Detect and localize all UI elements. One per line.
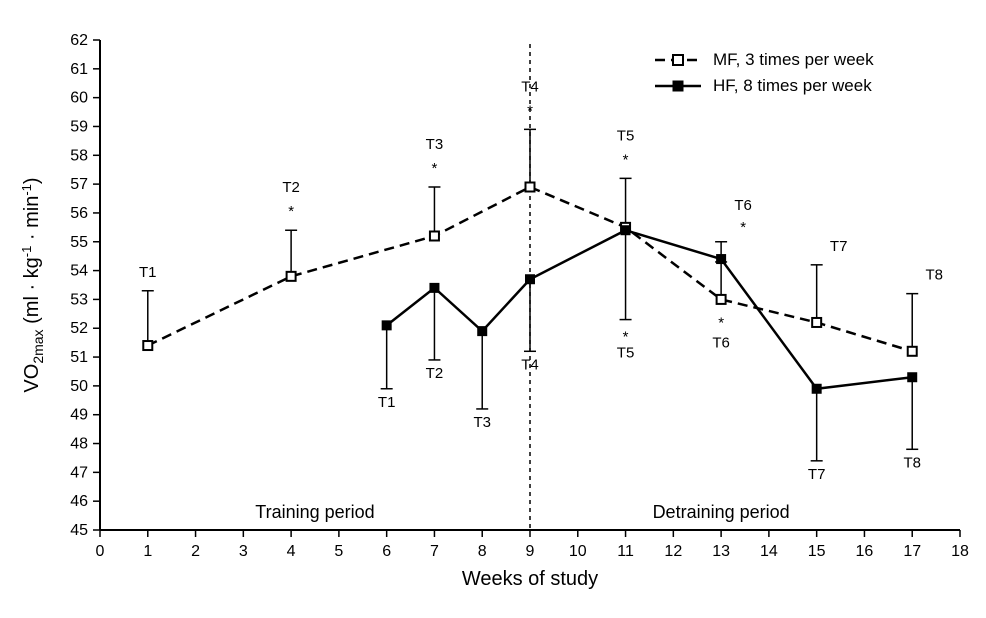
significance-star: * <box>740 219 746 236</box>
mf-marker <box>143 341 152 350</box>
hf-marker <box>812 384 821 393</box>
mf-marker <box>526 183 535 192</box>
y-tick-label: 51 <box>70 349 88 366</box>
x-tick-label: 0 <box>96 543 105 560</box>
x-tick-label: 2 <box>191 543 200 560</box>
y-tick-label: 53 <box>70 291 88 308</box>
mf-marker <box>717 295 726 304</box>
hf-marker <box>526 275 535 284</box>
point-tag: T7 <box>830 238 848 255</box>
legend-label: HF, 8 times per week <box>713 76 872 95</box>
y-tick-label: 57 <box>70 176 88 193</box>
x-tick-label: 3 <box>239 543 248 560</box>
legend-marker <box>673 55 683 65</box>
y-tick-label: 58 <box>70 147 88 164</box>
hf-marker <box>717 255 726 264</box>
x-tick-label: 7 <box>430 543 439 560</box>
x-tick-label: 8 <box>478 543 487 560</box>
x-axis-label: Weeks of study <box>462 568 598 590</box>
legend-label: MF, 3 times per week <box>713 50 874 69</box>
mf-marker <box>430 232 439 241</box>
training-period-label: Training period <box>255 502 374 522</box>
y-tick-label: 52 <box>70 320 88 337</box>
y-tick-label: 54 <box>70 263 88 280</box>
x-tick-label: 9 <box>526 543 535 560</box>
y-tick-label: 45 <box>70 522 88 539</box>
point-tag: T8 <box>925 267 943 284</box>
x-tick-label: 14 <box>760 543 778 560</box>
point-tag: T1 <box>378 394 396 411</box>
point-tag: T3 <box>426 136 444 153</box>
point-tag: T5 <box>617 127 635 144</box>
y-tick-label: 62 <box>70 32 88 49</box>
significance-star: * <box>718 314 724 331</box>
point-tag: T3 <box>473 414 491 431</box>
y-tick-label: 60 <box>70 90 88 107</box>
x-tick-label: 18 <box>951 543 969 560</box>
point-tag: T4 <box>521 78 539 95</box>
y-tick-label: 48 <box>70 436 88 453</box>
y-tick-label: 56 <box>70 205 88 222</box>
y-tick-label: 49 <box>70 407 88 424</box>
chart-svg: 0123456789101112131415161718454647484950… <box>0 0 986 618</box>
point-tag: T1 <box>139 264 157 281</box>
mf-marker <box>287 272 296 281</box>
point-tag: T8 <box>903 454 921 471</box>
x-tick-label: 12 <box>664 543 682 560</box>
significance-star: * <box>527 102 533 119</box>
point-tag: T6 <box>734 197 752 214</box>
point-tag: T6 <box>712 334 730 351</box>
point-tag: T7 <box>808 466 826 483</box>
x-tick-label: 6 <box>382 543 391 560</box>
significance-star: * <box>623 151 629 168</box>
y-tick-label: 61 <box>70 61 88 78</box>
x-tick-label: 1 <box>143 543 152 560</box>
detraining-period-label: Detraining period <box>653 502 790 522</box>
mf-marker <box>908 347 917 356</box>
y-tick-label: 47 <box>70 464 88 481</box>
point-tag: T4 <box>521 356 539 373</box>
y-axis-label: VO2max (ml · kg-1 · min-1) <box>19 177 46 392</box>
point-tag: T5 <box>617 345 635 362</box>
x-tick-label: 10 <box>569 543 587 560</box>
x-tick-label: 11 <box>617 543 634 560</box>
hf-marker <box>382 321 391 330</box>
x-tick-label: 16 <box>856 543 874 560</box>
x-tick-label: 15 <box>808 543 826 560</box>
significance-star: * <box>432 160 438 177</box>
hf-marker <box>478 327 487 336</box>
x-tick-label: 4 <box>287 543 296 560</box>
hf-marker <box>430 283 439 292</box>
point-tag: T2 <box>282 179 300 196</box>
y-tick-label: 55 <box>70 234 88 251</box>
legend-marker <box>673 81 683 91</box>
y-tick-label: 46 <box>70 493 88 510</box>
vo2max-chart: 0123456789101112131415161718454647484950… <box>0 0 986 618</box>
x-tick-label: 17 <box>903 543 921 560</box>
x-tick-label: 13 <box>712 543 730 560</box>
x-tick-label: 5 <box>334 543 343 560</box>
y-tick-label: 59 <box>70 118 88 135</box>
hf-marker <box>621 226 630 235</box>
mf-marker <box>812 318 821 327</box>
hf-marker <box>908 373 917 382</box>
point-tag: T2 <box>426 365 444 382</box>
y-tick-label: 50 <box>70 378 88 395</box>
significance-star: * <box>288 203 294 220</box>
significance-star: * <box>623 329 629 346</box>
